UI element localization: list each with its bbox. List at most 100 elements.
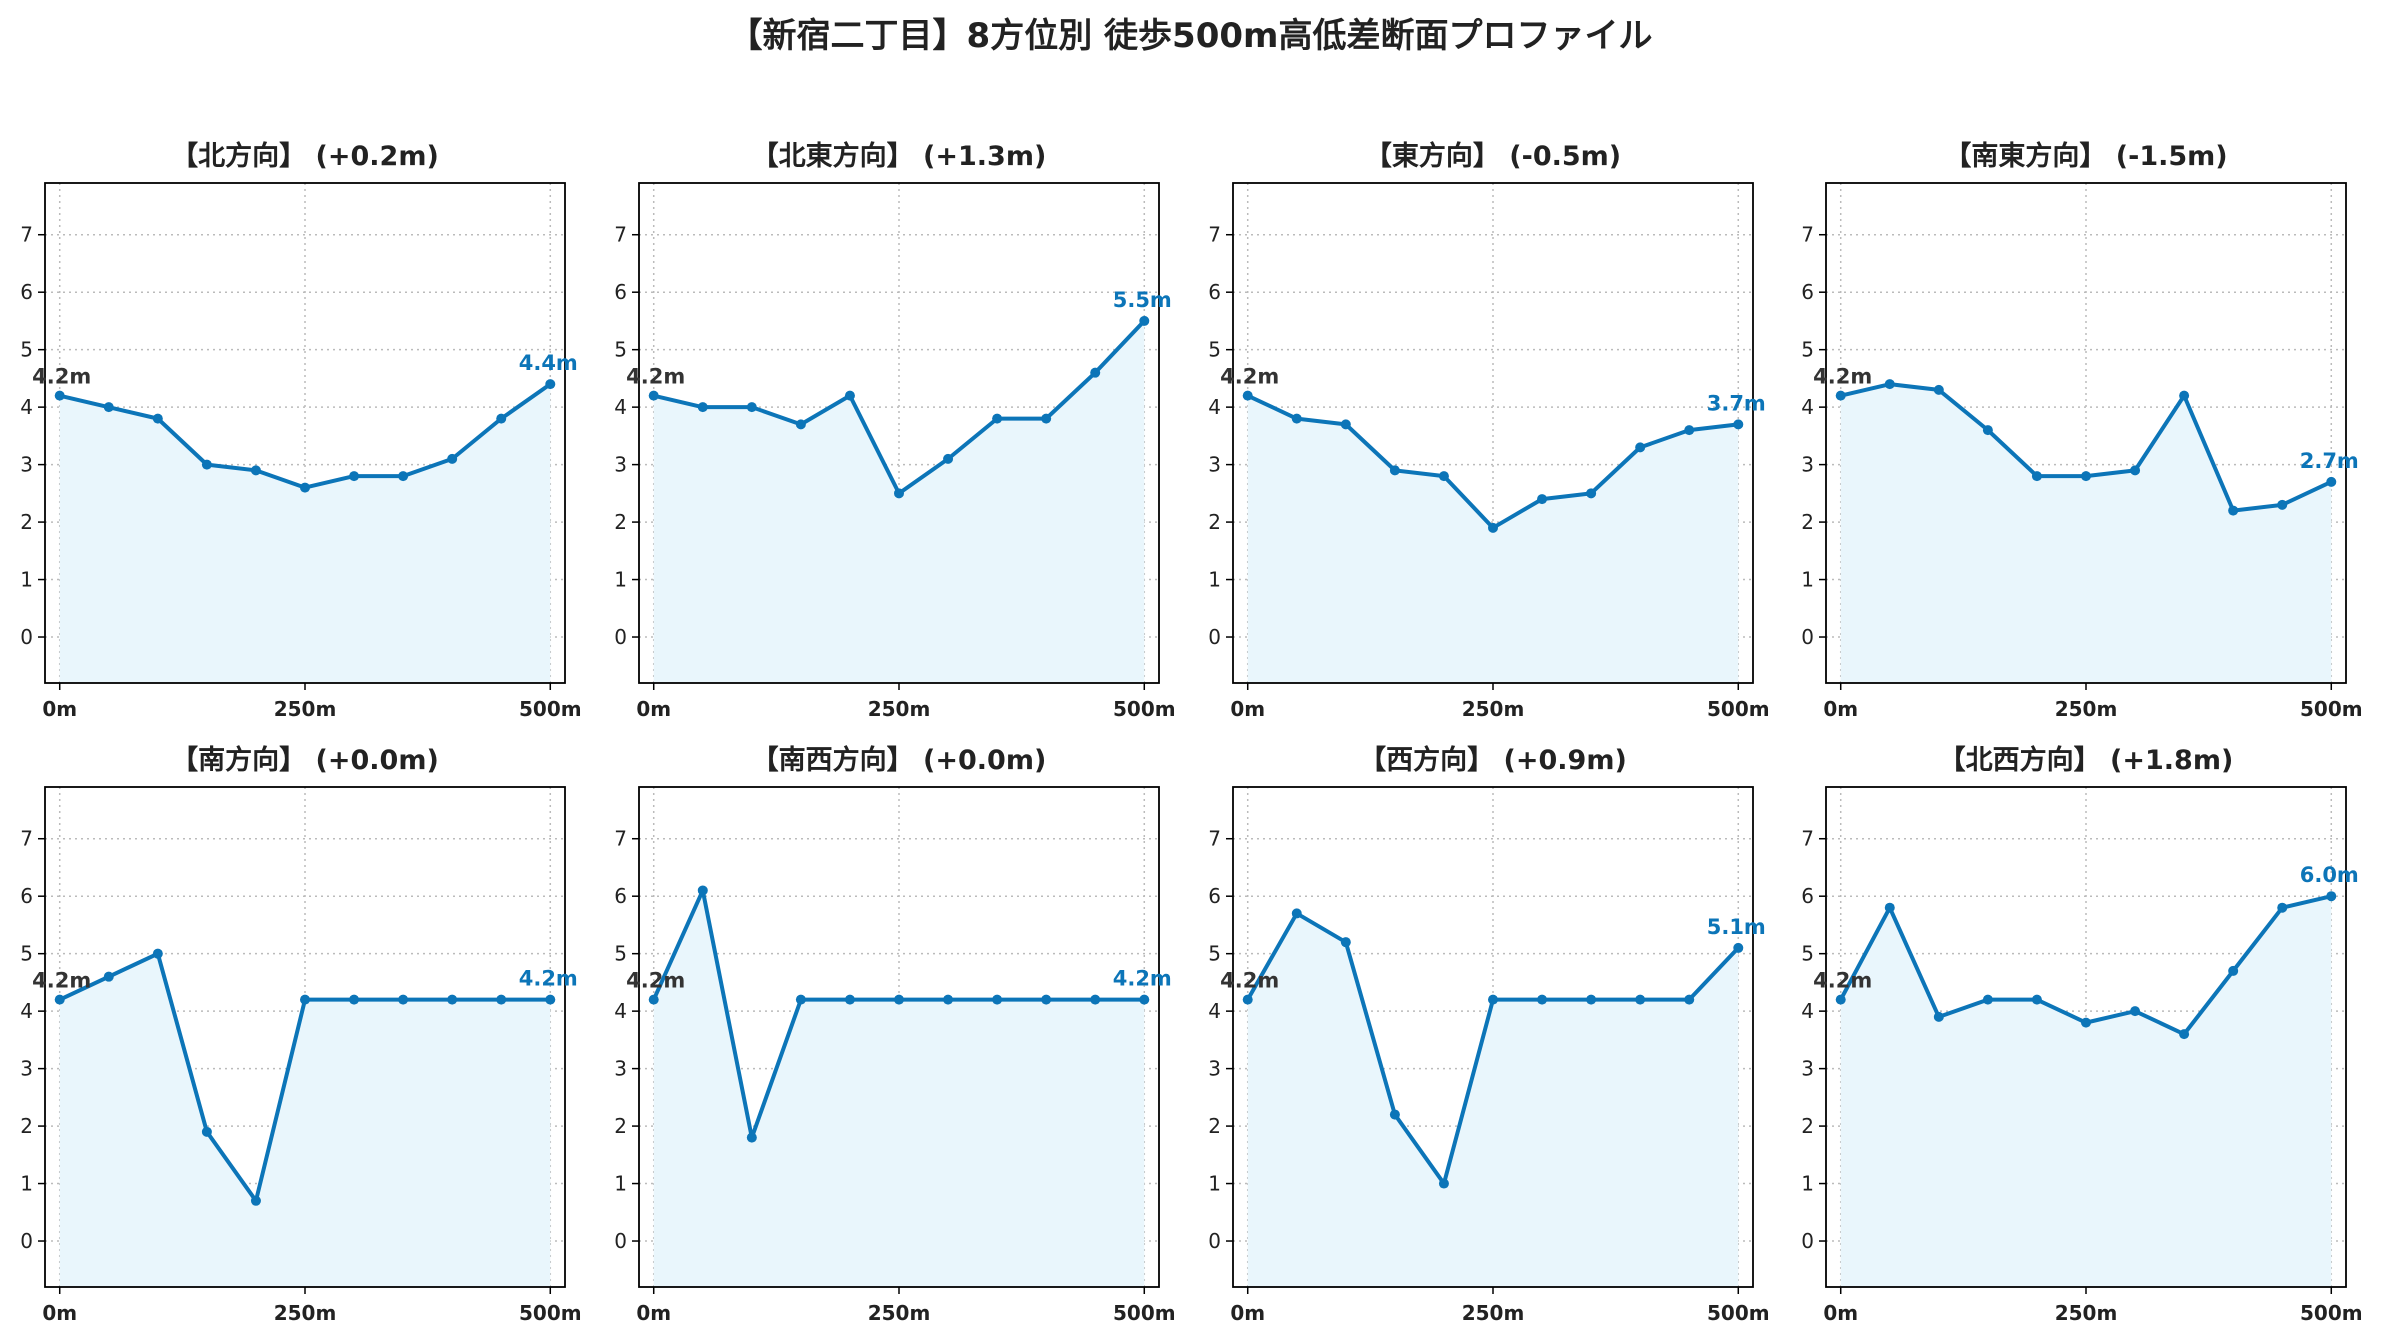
elevation-point xyxy=(1340,419,1351,430)
elevation-point xyxy=(54,390,65,401)
elevation-point xyxy=(1291,908,1302,919)
plot-frame xyxy=(1825,786,2347,1288)
x-tick-label: 0m xyxy=(1230,697,1265,721)
y-tick-label: 1 xyxy=(614,1172,627,1196)
elevation-point xyxy=(103,402,114,413)
y-tick-label: 7 xyxy=(614,827,627,851)
y-tick-label: 5 xyxy=(614,338,627,362)
x-tick-label: 250m xyxy=(1462,1301,1525,1325)
page-title: 【新宿二丁目】8方位別 徒歩500m高低差断面プロファイル xyxy=(728,16,1653,56)
plot-frame xyxy=(1232,182,1754,684)
start-elevation-label: 4.2m xyxy=(1813,969,1872,993)
y-tick-label: 6 xyxy=(1801,884,1814,908)
elevation-point xyxy=(844,390,855,401)
elevation-point xyxy=(2031,994,2042,1005)
x-tick-label: 0m xyxy=(42,1301,77,1325)
elevation-point xyxy=(1586,994,1597,1005)
y-tick-label: 3 xyxy=(614,1057,627,1081)
y-tick-label: 3 xyxy=(614,453,627,477)
y-tick-label: 2 xyxy=(20,1114,33,1138)
elevation-area xyxy=(1840,384,2332,683)
elevation-point xyxy=(300,482,310,493)
x-tick-label: 500m xyxy=(2300,1301,2363,1325)
elevation-point xyxy=(2326,891,2337,902)
y-tick-label: 2 xyxy=(1801,510,1814,534)
chart-title: 【北西方向】 (+1.8m) xyxy=(1939,744,2234,776)
profile-chart-7: 【北西方向】 (+1.8m) 0 1 2 3 4 5 6 7 0m 250m 500m 4.2m 6.0m xyxy=(1801,744,2362,1325)
end-elevation-label: 4.4m xyxy=(519,351,578,375)
y-tick-label: 3 xyxy=(1801,453,1814,477)
y-tick-label: 3 xyxy=(20,1057,33,1081)
x-tick-label: 500m xyxy=(1707,697,1770,721)
start-elevation-label: 4.2m xyxy=(32,365,91,389)
x-tick-label: 250m xyxy=(868,1301,931,1325)
elevation-point xyxy=(1835,994,1846,1005)
elevation-point xyxy=(1041,413,1052,424)
elevation-point xyxy=(398,471,409,482)
y-tick-label: 2 xyxy=(614,510,627,534)
elevation-point xyxy=(152,948,163,959)
x-tick-label: 500m xyxy=(1707,1301,1770,1325)
y-tick-label: 6 xyxy=(1208,884,1221,908)
elevation-point xyxy=(1537,994,1548,1005)
elevation-point xyxy=(943,453,954,464)
elevation-point xyxy=(447,994,458,1005)
y-tick-label: 0 xyxy=(1801,625,1814,649)
elevation-point xyxy=(1982,425,1993,436)
elevation-point xyxy=(201,459,212,470)
y-tick-label: 6 xyxy=(20,884,33,908)
y-tick-label: 7 xyxy=(20,223,33,247)
y-tick-label: 4 xyxy=(1208,395,1221,419)
elevation-point xyxy=(746,1132,757,1143)
y-tick-label: 0 xyxy=(614,625,627,649)
elevation-point xyxy=(992,413,1003,424)
elevation-point xyxy=(2081,471,2091,482)
y-tick-label: 0 xyxy=(1801,1229,1814,1253)
profile-chart-2: 【東方向】 (-0.5m) 0 1 2 3 4 5 6 7 0m 250m 500m 4.2m 3.7m xyxy=(1208,140,1769,721)
x-tick-label: 250m xyxy=(868,697,931,721)
elevation-point xyxy=(894,994,904,1005)
y-tick-label: 5 xyxy=(1801,942,1814,966)
start-elevation-label: 4.2m xyxy=(1220,969,1279,993)
elevation-point xyxy=(2326,476,2337,487)
elevation-point xyxy=(2179,390,2190,401)
elevation-area xyxy=(653,320,1145,683)
elevation-area xyxy=(653,890,1145,1287)
elevation-point xyxy=(1340,937,1351,948)
elevation-point xyxy=(697,885,708,896)
y-tick-label: 2 xyxy=(1208,510,1221,534)
elevation-point xyxy=(300,994,310,1005)
y-tick-label: 4 xyxy=(20,999,33,1023)
plot-frame xyxy=(638,786,1160,1288)
chart-title: 【北東方向】 (+1.3m) xyxy=(752,140,1047,172)
y-tick-label: 5 xyxy=(1801,338,1814,362)
y-tick-label: 1 xyxy=(1801,1172,1814,1196)
y-tick-label: 4 xyxy=(614,395,627,419)
elevation-point xyxy=(795,419,806,430)
end-elevation-label: 5.5m xyxy=(1113,288,1172,312)
elevation-point xyxy=(496,413,507,424)
x-tick-label: 500m xyxy=(1113,697,1176,721)
profile-chart-5: 【南西方向】 (+0.0m) 0 1 2 3 4 5 6 7 0m 250m 500m 4.2m 4.2m xyxy=(614,744,1175,1325)
y-tick-label: 1 xyxy=(20,568,33,592)
y-tick-label: 6 xyxy=(20,280,33,304)
y-tick-label: 7 xyxy=(614,223,627,247)
y-tick-label: 5 xyxy=(1208,942,1221,966)
end-elevation-label: 2.7m xyxy=(2300,449,2359,473)
elevation-area xyxy=(59,953,551,1287)
elevation-point xyxy=(943,994,954,1005)
elevation-point xyxy=(1488,994,1498,1005)
elevation-point xyxy=(2277,499,2288,510)
x-tick-label: 500m xyxy=(519,697,582,721)
elevation-area xyxy=(1247,913,1739,1287)
y-tick-label: 1 xyxy=(20,1172,33,1196)
start-elevation-label: 4.2m xyxy=(1813,365,1872,389)
elevation-point xyxy=(2228,505,2239,516)
start-elevation-label: 4.2m xyxy=(626,365,685,389)
end-elevation-label: 4.2m xyxy=(1113,967,1172,991)
elevation-point xyxy=(152,413,163,424)
x-tick-label: 500m xyxy=(2300,697,2363,721)
elevation-point xyxy=(1488,522,1498,533)
elevation-point xyxy=(992,994,1003,1005)
y-tick-label: 4 xyxy=(1801,999,1814,1023)
